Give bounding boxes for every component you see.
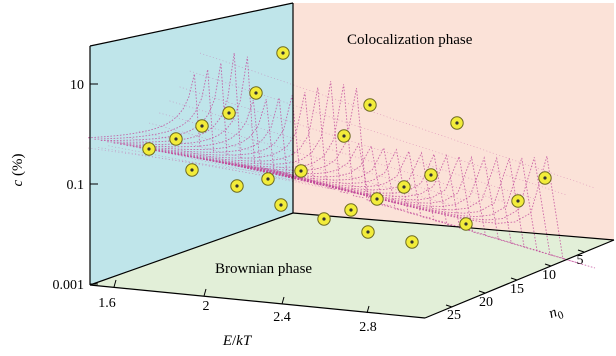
- surface-mesh-line: [184, 144, 405, 211]
- z-tick-label-10: 10: [70, 78, 84, 93]
- left-wall: [90, 3, 293, 285]
- x-tick-label-2.4: 2.4: [273, 310, 291, 325]
- data-point-center: [281, 51, 285, 55]
- surface-mesh-line: [94, 69, 215, 153]
- y-tick-label-5: 5: [577, 253, 584, 268]
- back-floor-edge: [292, 212, 615, 241]
- data-point-center: [200, 124, 204, 128]
- data-point-center: [147, 147, 151, 151]
- y-tick-label-25: 25: [447, 308, 461, 323]
- data-point-center: [235, 184, 239, 188]
- data-point-center: [227, 111, 231, 115]
- data-point-center: [464, 222, 468, 226]
- x-axis-title-slash: /: [232, 333, 237, 349]
- data-point-center: [410, 240, 414, 244]
- data-point-center: [174, 137, 178, 141]
- data-point-center: [342, 134, 346, 138]
- data-point-center: [516, 199, 520, 203]
- floor: [90, 213, 614, 318]
- surface-mesh-crossline: [179, 86, 537, 200]
- x-tick-label-1.6: 1.6: [98, 296, 116, 311]
- data-points: [142, 46, 552, 249]
- surface-mesh-crossline: [128, 137, 391, 200]
- y-tick-5: [577, 249, 585, 253]
- phase-boundary-surface: [87, 52, 596, 269]
- brownian-phase-label: Brownian phase: [215, 261, 312, 277]
- y-axis-title-sub: 0: [556, 309, 566, 322]
- z-tick-label-0.001: 0.001: [53, 278, 85, 293]
- data-point-center: [429, 173, 433, 177]
- data-point-center: [322, 217, 326, 221]
- x-tick-2: [203, 288, 207, 297]
- axis-ticks: [90, 83, 585, 314]
- y-axis-title: n0: [547, 302, 566, 324]
- z-axis-title: c (%): [10, 154, 26, 187]
- data-point-center: [375, 197, 379, 201]
- x-axis-title-var1: E: [222, 333, 232, 349]
- y-axis-line: [424, 239, 615, 319]
- left-floor-edge: [89, 212, 294, 286]
- y-tick-20: [478, 290, 486, 294]
- surface-mesh-line: [145, 92, 323, 186]
- surface-mesh-line: [113, 56, 255, 165]
- surface-mesh-crossline: [159, 112, 479, 205]
- data-point-center: [455, 121, 459, 125]
- data-point-center: [543, 176, 547, 180]
- surface-mesh-line: [228, 154, 500, 240]
- data-point-center: [190, 168, 194, 172]
- surface-mesh-crossline: [98, 147, 304, 183]
- colocalization-phase-label: Colocalization phase: [347, 32, 473, 48]
- surface-mesh-line: [248, 156, 541, 252]
- surface-mesh-crossline: [189, 70, 566, 195]
- data-point-center: [254, 91, 258, 95]
- surface-mesh-line: [87, 73, 201, 149]
- surface-mesh-line: [216, 152, 473, 232]
- data-point-center: [299, 169, 303, 173]
- y-tick-25: [445, 304, 453, 308]
- x-tick-1.6: [113, 279, 117, 288]
- y-tick-15: [510, 277, 518, 281]
- x-axis-title: E/kT: [222, 333, 253, 349]
- box-edges: [89, 2, 615, 319]
- data-point-center: [266, 177, 270, 181]
- data-point-center: [349, 208, 353, 212]
- data-point-center: [402, 185, 406, 189]
- surface-mesh-crossline: [138, 130, 420, 203]
- surface-mesh-line: [158, 81, 350, 194]
- z-axis-title-unit: (%): [10, 154, 26, 180]
- surface-mesh-line: [235, 155, 514, 244]
- x-tick-label-2: 2: [203, 299, 210, 314]
- x-axis-title-var2: kT: [236, 333, 253, 349]
- x-tick-label-2.8: 2.8: [359, 320, 377, 335]
- x-axis-line: [89, 284, 426, 319]
- surface-mesh-crossline: [118, 142, 362, 196]
- surface-mesh-line: [132, 97, 296, 178]
- x-tick-2.8: [366, 305, 370, 314]
- surface-mesh-crossline: [87, 147, 275, 175]
- y-tick-label-15: 15: [510, 282, 524, 297]
- x-tick-2.4: [281, 296, 285, 305]
- left-wall-top-edge: [89, 2, 294, 47]
- y-tick-label-10: 10: [542, 268, 556, 283]
- data-point-center: [368, 103, 372, 107]
- y-tick-label-20: 20: [479, 295, 493, 310]
- data-point-center: [279, 203, 283, 207]
- surface-mesh-line: [120, 99, 269, 170]
- data-point-center: [366, 230, 370, 234]
- z-axis-title-var: c: [10, 179, 26, 186]
- z-tick-label-0.1: 0.1: [67, 178, 85, 193]
- y-tick-10: [544, 263, 552, 267]
